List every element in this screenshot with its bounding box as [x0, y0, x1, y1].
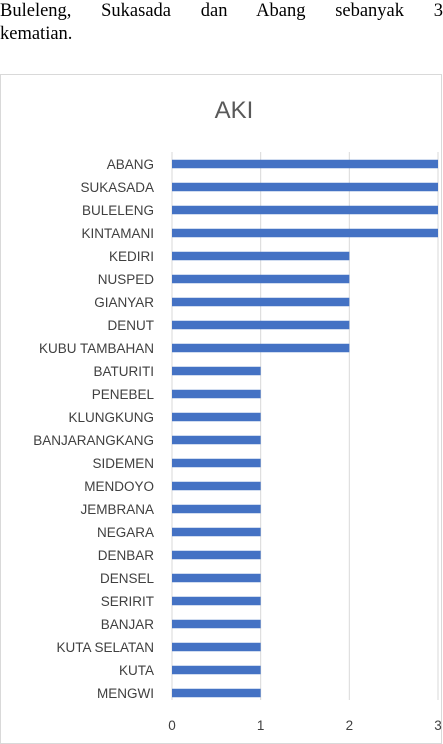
category-label: BATURITI: [94, 364, 155, 379]
category-label: KUTA: [119, 663, 154, 678]
category-label: NUSPED: [98, 272, 155, 287]
category-label: MENGWI: [97, 686, 154, 701]
bar-denut: [172, 320, 350, 330]
bar-kintamani: [172, 228, 438, 238]
category-label: ABANG: [107, 157, 154, 172]
category-label: MENDOYO: [84, 479, 154, 494]
category-label: KEDIRI: [109, 249, 154, 264]
bar-kuta: [172, 665, 261, 675]
bars: [172, 159, 438, 698]
category-label: KLUNGKUNG: [68, 410, 154, 425]
bar-kediri: [172, 251, 350, 261]
category-label: KUTA SELATAN: [56, 640, 154, 655]
x-tick-label: 1: [257, 718, 265, 732]
chart-title: AKI: [215, 97, 254, 124]
bar-nusped: [172, 274, 350, 284]
category-label: SERIRIT: [101, 594, 154, 609]
bar-banjar: [172, 619, 261, 629]
category-label: BULELENG: [82, 203, 154, 218]
category-label: JEMBRANA: [80, 502, 154, 517]
x-tick-label: 0: [168, 718, 176, 732]
category-label: SIDEMEN: [92, 456, 154, 471]
bar-negara: [172, 527, 261, 537]
category-label: DENSEL: [100, 571, 155, 586]
category-label: DENBAR: [98, 548, 155, 563]
bar-mendoyo: [172, 481, 261, 491]
bar-denbar: [172, 550, 261, 560]
category-label: NEGARA: [97, 525, 154, 540]
category-label: DENUT: [108, 318, 155, 333]
bar-banjarangkang: [172, 435, 261, 445]
bar-densel: [172, 573, 261, 583]
bar-kuta-selatan: [172, 642, 261, 652]
bar-penebel: [172, 389, 261, 399]
category-label: GIANYAR: [94, 295, 154, 310]
category-label: PENEBEL: [92, 387, 155, 402]
bar-abang: [172, 159, 438, 169]
category-labels: ABANG SUKASADA BULELENG KINTAMANI KEDIRI NUSP…: [33, 157, 154, 701]
bar-klungkung: [172, 412, 261, 422]
category-label: BANJAR: [101, 617, 155, 632]
bar-gianyar: [172, 297, 350, 307]
x-tick-label: 3: [434, 718, 442, 732]
intro-paragraph: Buleleng, Sukasada dan Abang sebanyak 3 …: [0, 0, 443, 46]
bar-kubu-tambahan: [172, 343, 350, 353]
category-label: KINTAMANI: [81, 226, 154, 241]
bar-sukasada: [172, 182, 438, 192]
bar-mengwi: [172, 688, 261, 698]
intro-line-1: Buleleng, Sukasada dan Abang sebanyak 3: [0, 1, 443, 21]
category-label: SUKASADA: [80, 180, 154, 195]
grid-lines: [171, 152, 439, 700]
bar-sidemen: [172, 458, 261, 468]
x-tick-labels: 0 1 2 3: [168, 718, 442, 732]
bar-seririt: [172, 596, 261, 606]
category-label: KUBU TAMBAHAN: [39, 341, 154, 356]
bar-buleleng: [172, 205, 438, 215]
bar-baturiti: [172, 366, 261, 376]
bar-jembrana: [172, 504, 261, 514]
category-label: BANJARANGKANG: [33, 433, 154, 448]
x-tick-label: 2: [346, 718, 354, 732]
intro-line-2: kematian.: [0, 24, 73, 44]
